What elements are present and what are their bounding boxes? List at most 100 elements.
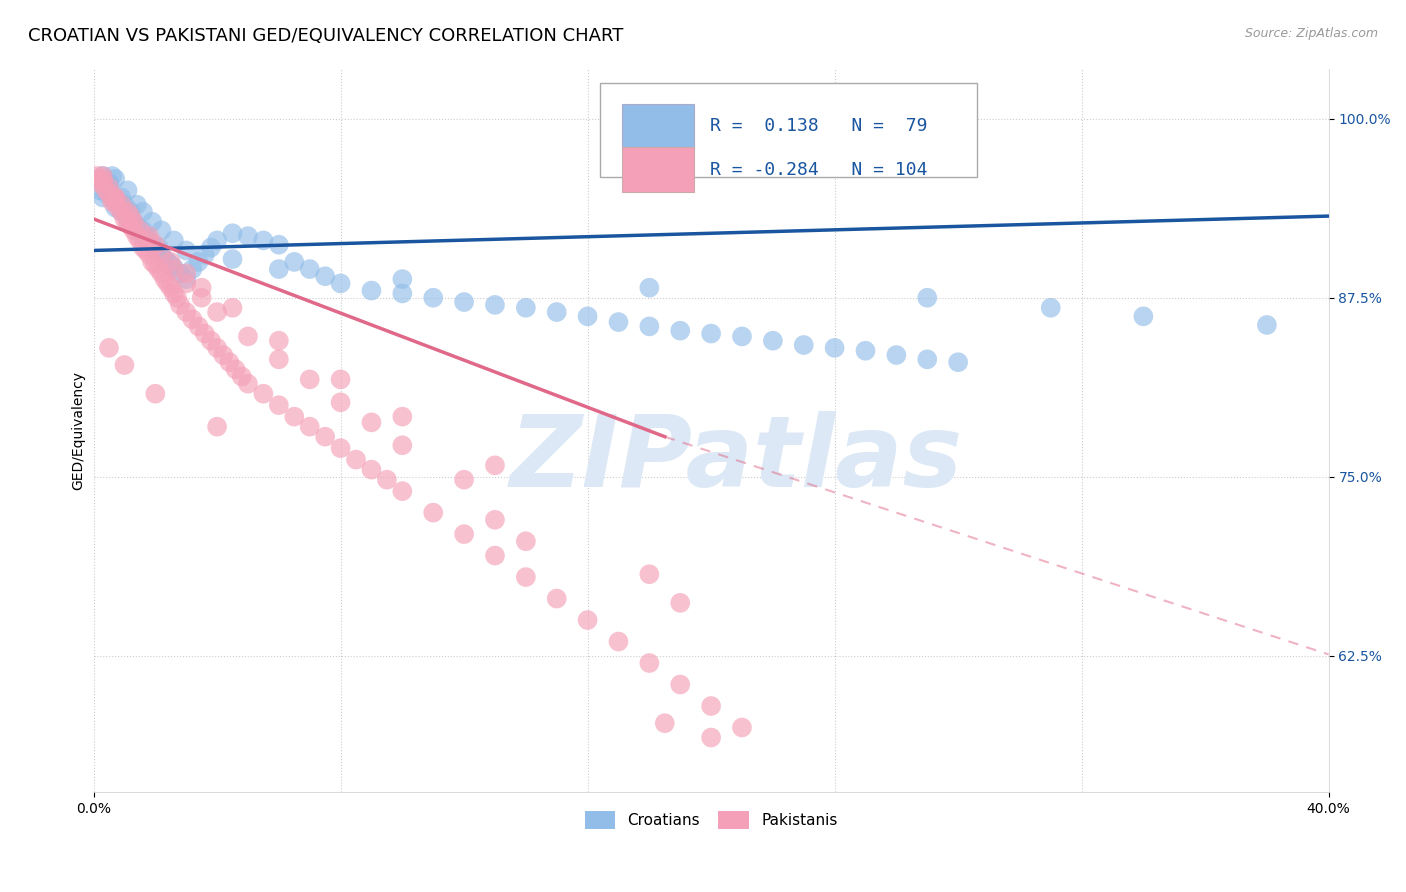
- Point: [91, 171, 114, 186]
- Point: [391, 438, 413, 452]
- Point: [731, 329, 754, 343]
- Point: [110, 204, 132, 219]
- Point: [174, 266, 197, 280]
- Y-axis label: GED/Equivalency: GED/Equivalency: [72, 371, 86, 490]
- Point: [94, 183, 117, 197]
- Point: [104, 190, 127, 204]
- Point: [135, 244, 157, 258]
- Point: [546, 305, 568, 319]
- Point: [607, 315, 630, 329]
- Point: [107, 201, 129, 215]
- Point: [117, 183, 139, 197]
- Point: [607, 634, 630, 648]
- Point: [86, 169, 108, 183]
- Point: [1039, 301, 1062, 315]
- Point: [700, 326, 723, 341]
- Point: [89, 171, 111, 186]
- Point: [187, 255, 209, 269]
- Point: [638, 319, 661, 334]
- Point: [114, 211, 136, 226]
- Point: [110, 190, 132, 204]
- Point: [132, 204, 155, 219]
- FancyBboxPatch shape: [600, 83, 977, 177]
- Point: [267, 262, 290, 277]
- Point: [190, 291, 212, 305]
- Point: [141, 215, 163, 229]
- Point: [94, 186, 117, 201]
- Point: [484, 549, 506, 563]
- Point: [89, 183, 111, 197]
- Point: [153, 252, 176, 266]
- Point: [267, 334, 290, 348]
- Point: [156, 255, 179, 269]
- Point: [422, 291, 444, 305]
- Point: [181, 262, 204, 277]
- FancyBboxPatch shape: [623, 147, 693, 193]
- Point: [122, 223, 145, 237]
- Point: [181, 312, 204, 326]
- Point: [298, 419, 321, 434]
- Point: [205, 341, 228, 355]
- Point: [200, 334, 222, 348]
- Point: [156, 277, 179, 291]
- Point: [793, 338, 815, 352]
- Point: [132, 241, 155, 255]
- Point: [163, 234, 186, 248]
- Point: [174, 244, 197, 258]
- Point: [252, 386, 274, 401]
- Point: [117, 215, 139, 229]
- Point: [453, 527, 475, 541]
- Point: [267, 352, 290, 367]
- Point: [98, 341, 121, 355]
- Point: [114, 358, 136, 372]
- Point: [391, 272, 413, 286]
- Point: [314, 269, 336, 284]
- Point: [163, 286, 186, 301]
- Point: [453, 473, 475, 487]
- Point: [190, 281, 212, 295]
- Point: [187, 319, 209, 334]
- Point: [638, 567, 661, 582]
- Point: [120, 204, 142, 219]
- Point: [422, 506, 444, 520]
- Point: [231, 369, 253, 384]
- Point: [101, 194, 124, 209]
- Point: [515, 301, 537, 315]
- Point: [762, 334, 785, 348]
- Point: [205, 305, 228, 319]
- Point: [125, 219, 148, 233]
- Point: [143, 258, 166, 272]
- Point: [101, 190, 124, 204]
- Point: [138, 248, 160, 262]
- Point: [731, 721, 754, 735]
- Point: [638, 656, 661, 670]
- Point: [104, 171, 127, 186]
- Point: [104, 190, 127, 204]
- Point: [128, 223, 150, 237]
- Point: [159, 281, 181, 295]
- Point: [135, 229, 157, 244]
- Point: [125, 229, 148, 244]
- Point: [110, 197, 132, 211]
- Point: [267, 237, 290, 252]
- Point: [329, 277, 352, 291]
- Point: [163, 260, 186, 275]
- Point: [91, 176, 114, 190]
- Point: [212, 348, 235, 362]
- Point: [91, 190, 114, 204]
- Point: [91, 169, 114, 183]
- Point: [1132, 310, 1154, 324]
- Point: [114, 197, 136, 211]
- Point: [221, 252, 243, 266]
- Point: [150, 248, 173, 262]
- Point: [546, 591, 568, 606]
- Point: [98, 186, 121, 201]
- Point: [314, 430, 336, 444]
- Point: [159, 255, 181, 269]
- Text: Source: ZipAtlas.com: Source: ZipAtlas.com: [1244, 27, 1378, 40]
- Point: [329, 372, 352, 386]
- Point: [218, 355, 240, 369]
- Point: [128, 234, 150, 248]
- Point: [205, 234, 228, 248]
- Point: [104, 194, 127, 209]
